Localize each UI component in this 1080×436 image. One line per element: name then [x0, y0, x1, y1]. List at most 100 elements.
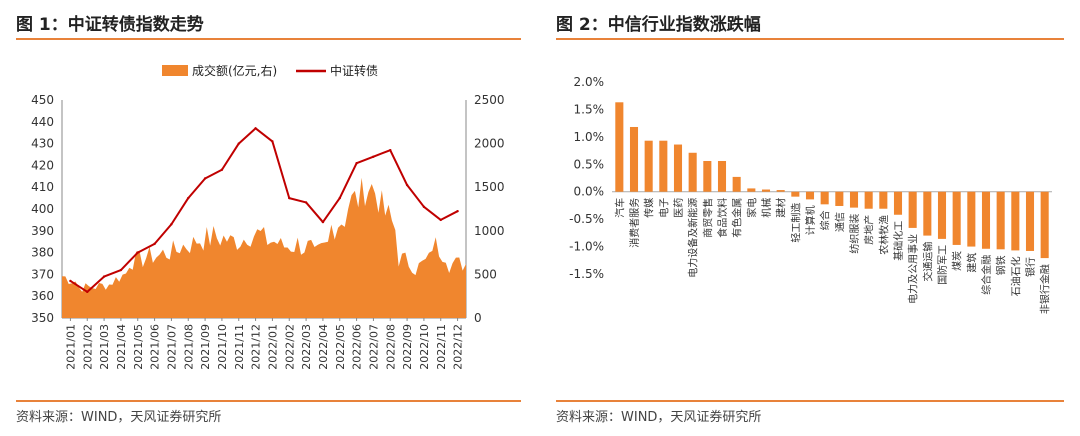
- industry-label: 医药: [673, 198, 685, 218]
- industry-label: 石油石化: [1009, 256, 1022, 296]
- index-line-segment: [204, 168, 223, 180]
- x-tick-label: 2022/11: [435, 324, 448, 370]
- industry-label: 建筑: [965, 253, 978, 273]
- industry-bar: [952, 191, 961, 245]
- right-title-rule: [556, 38, 1064, 40]
- left-y-tick-label: 360: [31, 289, 54, 303]
- index-point: [86, 290, 89, 294]
- industry-bar: [967, 191, 976, 247]
- industry-label: 基础化工: [892, 221, 905, 261]
- x-tick-label: 2021/11: [233, 324, 246, 370]
- left-source-rule: [16, 400, 521, 402]
- index-point: [271, 140, 274, 143]
- index-point: [321, 220, 325, 224]
- y-tick-label: -0.5%: [569, 212, 604, 226]
- index-line-segment: [103, 269, 122, 278]
- left-y-tick-label: 450: [31, 93, 54, 107]
- left-y-tick-label: 370: [31, 267, 54, 281]
- chart1-legend: 成交额(亿元,右) 中证转债: [162, 63, 378, 78]
- industry-bar: [937, 191, 947, 239]
- index-line-segment: [305, 201, 324, 224]
- index-point: [288, 196, 291, 200]
- left-panel-title: 图 1：中证转债指数走势: [16, 15, 204, 35]
- x-tick-label: 2022/09: [401, 324, 414, 370]
- industry-label: 电子: [657, 198, 670, 218]
- industry-label: 银行: [1024, 257, 1037, 277]
- index-line-segment: [389, 149, 409, 187]
- chart1-volume-area-group: [62, 177, 466, 318]
- index-line-segment: [271, 140, 291, 200]
- industry-label: 计算机: [804, 205, 817, 235]
- right-y-tick-label: 2000: [474, 137, 505, 151]
- x-tick-label: 2022/05: [334, 324, 347, 370]
- industry-bar: [820, 191, 829, 205]
- x-tick-label: 2022/12: [452, 324, 465, 370]
- index-point: [69, 279, 72, 283]
- index-point: [220, 168, 224, 171]
- industry-label: 纺织服装: [848, 214, 861, 254]
- index-point: [338, 196, 341, 200]
- x-tick-label: 2021/05: [132, 324, 145, 370]
- industry-label: 轻工制造: [789, 203, 802, 243]
- index-line-segment: [119, 251, 139, 272]
- industry-bar: [981, 191, 991, 249]
- right-y-tick-label: 500: [474, 267, 497, 281]
- left-y-tick-label: 390: [31, 224, 54, 238]
- convertible-bond-index-chart: 成交额(亿元,右) 中证转债 350 360 370 380 390 400 410 420 4…: [31, 63, 505, 370]
- index-point: [456, 209, 459, 213]
- industry-bar: [629, 126, 639, 192]
- index-line-segment: [170, 197, 190, 226]
- x-tick-label: 2022/01: [266, 324, 279, 370]
- industry-bar: [1011, 191, 1020, 251]
- industry-bar: [776, 190, 785, 192]
- index-line-segment: [237, 127, 257, 145]
- industry-bar: [908, 191, 917, 228]
- industry-bar: [644, 140, 653, 192]
- x-tick-label: 2021/09: [199, 324, 212, 370]
- index-point: [237, 142, 240, 145]
- industry-bar: [747, 188, 756, 192]
- industry-label: 商贸零售: [701, 198, 714, 238]
- industry-label: 交通运输: [921, 242, 934, 282]
- index-point: [203, 177, 207, 180]
- industry-label: 食品饮料: [716, 198, 729, 238]
- left-y-tick-label: 400: [31, 202, 54, 216]
- x-tick-label: 2022/08: [384, 324, 397, 370]
- index-point: [119, 268, 123, 272]
- right-panel-title: 图 2：中信行业指数涨跌幅: [556, 15, 761, 35]
- y-tick-label: 0.5%: [574, 157, 605, 171]
- index-line-segment: [220, 142, 240, 171]
- right-y-tick-label: 1000: [474, 224, 505, 238]
- index-line-segment: [355, 155, 375, 165]
- industry-label: 电力及公用事业: [907, 234, 920, 304]
- industry-label: 机械: [760, 198, 773, 218]
- left-y-tick-label: 430: [31, 137, 54, 151]
- legend-volume-swatch: [162, 65, 188, 76]
- industry-label: 消费者服务: [628, 198, 641, 248]
- industry-bar: [791, 191, 800, 197]
- industry-bar: [996, 191, 1005, 250]
- industry-bar: [717, 160, 727, 192]
- left-y-tick-label: 380: [31, 246, 54, 260]
- left-y-tick-label: 420: [31, 158, 54, 172]
- industry-bar: [879, 191, 888, 209]
- x-tick-label: 2021/10: [216, 324, 229, 370]
- index-line-segment: [406, 184, 425, 208]
- index-line-segment: [86, 275, 106, 293]
- x-tick-label: 2022/07: [367, 324, 380, 370]
- industry-bar: [805, 191, 815, 200]
- x-tick-label: 2021/08: [182, 324, 195, 370]
- x-tick-label: 2022/04: [317, 324, 330, 370]
- industry-label: 综合金融: [980, 255, 993, 295]
- y-tick-label: 0.0%: [574, 185, 605, 199]
- y-tick-label: -1.5%: [569, 267, 604, 281]
- index-point: [389, 148, 392, 152]
- left-y-tick-label: 440: [31, 115, 54, 129]
- volume-area: [62, 177, 466, 318]
- chart2-bars: [615, 102, 1049, 259]
- industry-label: 有色金属: [731, 198, 744, 238]
- x-tick-label: 2022/10: [418, 324, 431, 370]
- industry-bar: [703, 160, 712, 192]
- industry-bar: [835, 191, 844, 206]
- index-line-segment: [187, 177, 207, 200]
